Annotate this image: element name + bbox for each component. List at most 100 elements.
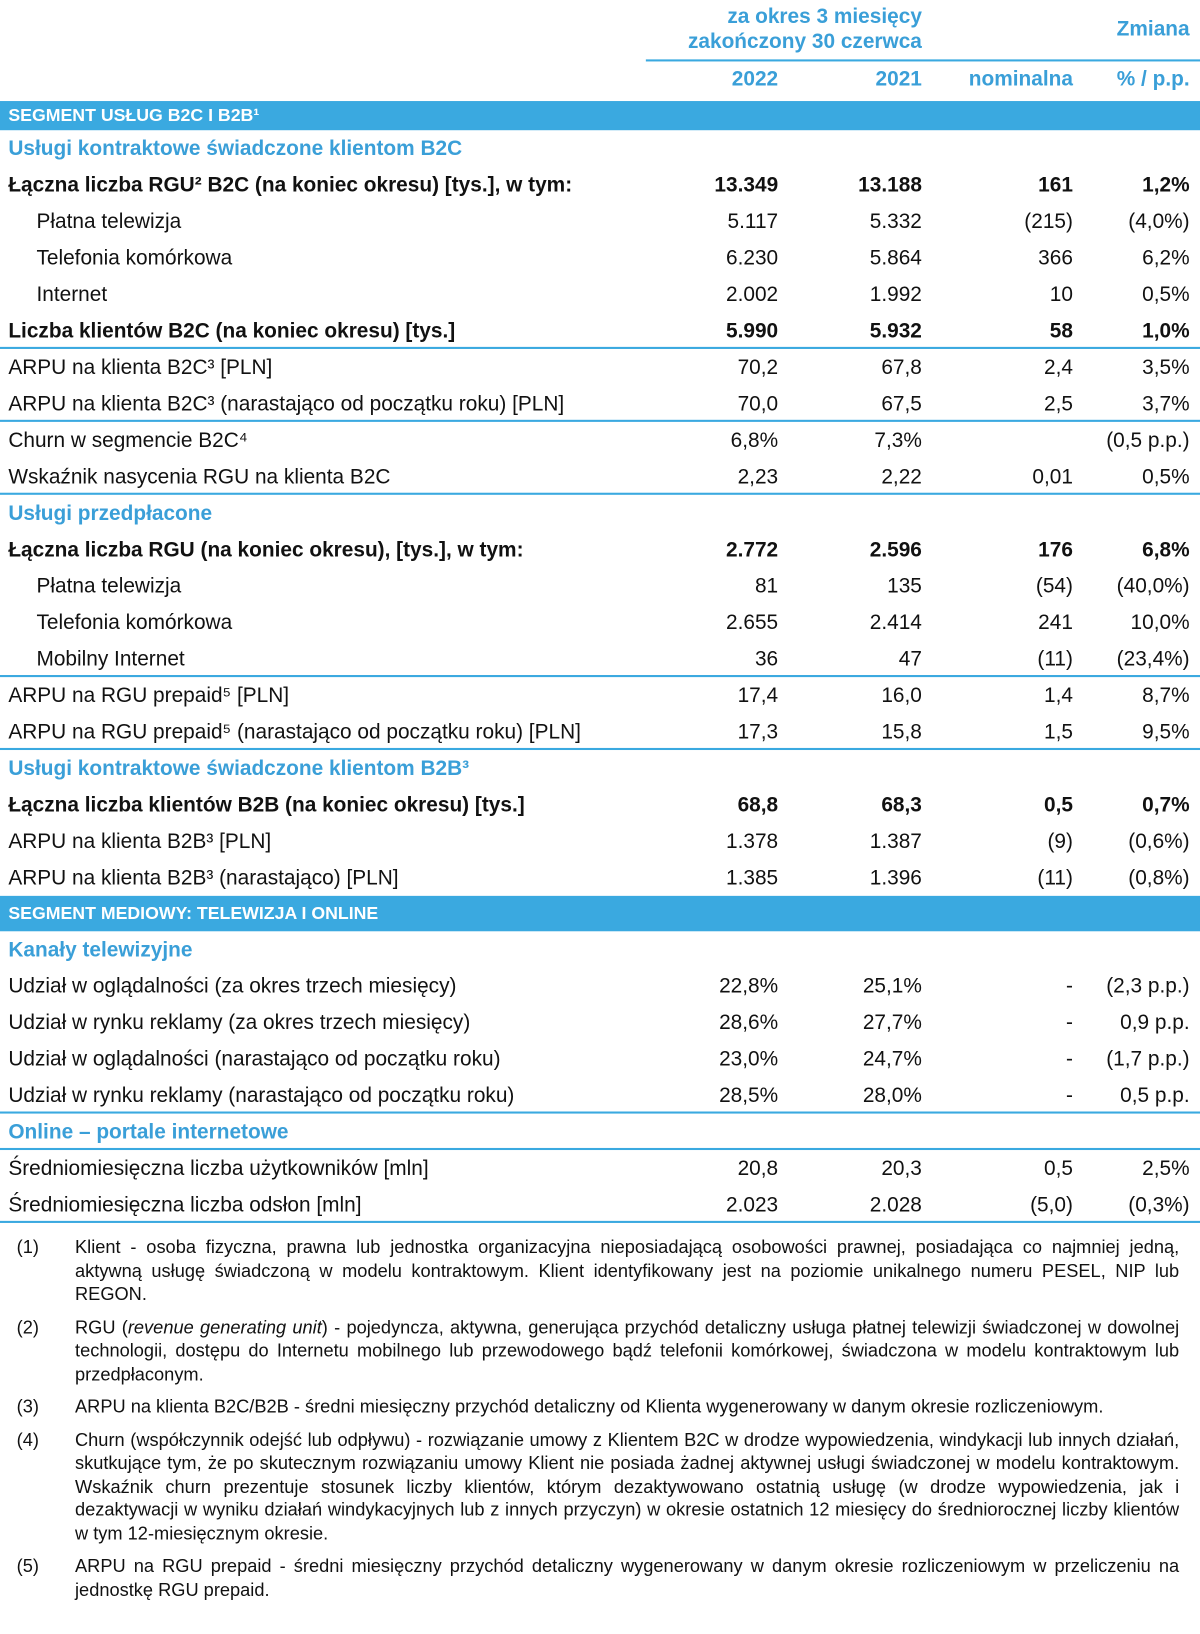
value-2022: 28,6% xyxy=(719,1011,779,1035)
section-band: SEGMENT USŁUG B2C I B2B¹ xyxy=(0,101,1200,131)
row-label: Churn w segmencie B2C⁴ xyxy=(8,429,248,453)
row-label: ARPU na klienta B2B³ (narastająco) [PLN] xyxy=(8,866,399,890)
value-2021: 16,0 xyxy=(881,684,922,708)
footnote-number: (3) xyxy=(16,1395,39,1417)
subsection-title: Kanały telewizyjne xyxy=(8,938,193,962)
footnote: (5) ARPU na RGU prepaid - średni miesięcz… xyxy=(0,1554,1200,1601)
value-2021: 24,7% xyxy=(862,1047,922,1071)
value-2021: 27,7% xyxy=(862,1011,922,1035)
value-2022: 2.772 xyxy=(725,538,779,562)
row-label: Udział w rynku reklamy (narastająco od p… xyxy=(8,1084,515,1108)
change-nominal: - xyxy=(1066,975,1073,998)
footnote-number: (1) xyxy=(16,1236,39,1258)
change-nominal: 1,4 xyxy=(1043,684,1073,708)
change-nominal: 0,01 xyxy=(1032,465,1073,489)
period-line-2: zakończony 30 czerwca xyxy=(687,30,922,54)
change-nominal: 176 xyxy=(1038,538,1073,562)
change-nominal: 161 xyxy=(1038,173,1073,197)
col-2021-header: 2021 xyxy=(875,67,922,91)
row-label: Średniomiesięczna liczba użytkowników [m… xyxy=(8,1157,429,1181)
row-label: ARPU na RGU prepaid⁵ [PLN] xyxy=(8,684,290,708)
footnote-number: (5) xyxy=(16,1555,39,1577)
change-pct: (0,5 p.p.) xyxy=(1106,429,1190,453)
value-2022: 2.023 xyxy=(725,1193,779,1217)
row-label: Łączna liczba klientów B2B (na koniec ok… xyxy=(8,793,525,817)
value-2022: 17,3 xyxy=(737,720,779,744)
table-row: Łączna liczba klientów B2B (na koniec ok… xyxy=(0,786,1200,822)
table-row: Udział w oglądalności (narastająco od po… xyxy=(0,1041,1200,1077)
change-pct: 3,5% xyxy=(1142,356,1190,380)
section-band: SEGMENT MEDIOWY: TELEWIZJA I ONLINE xyxy=(0,895,1200,932)
row-label: Telefonia komórkowa xyxy=(36,611,233,635)
row-label: Łączna liczba RGU² B2C (na koniec okresu… xyxy=(8,173,573,197)
value-2022: 2.655 xyxy=(725,611,779,635)
value-2022: 70,0 xyxy=(737,392,779,416)
value-2021: 68,3 xyxy=(881,793,922,817)
value-2021: 5.864 xyxy=(869,246,922,270)
row-label: ARPU na klienta B2B³ [PLN] xyxy=(8,830,272,854)
change-pct: (1,7 p.p.) xyxy=(1106,1047,1190,1071)
change-pct: (0,6%) xyxy=(1128,830,1190,854)
table-row: Średniomiesięczna liczba użytkowników [m… xyxy=(0,1150,1200,1186)
value-2022: 81 xyxy=(754,575,779,598)
value-2022: 5.990 xyxy=(725,319,779,343)
row-label: Płatna telewizja xyxy=(36,210,182,234)
change-pct: 6,2% xyxy=(1142,246,1190,270)
value-2022: 17,4 xyxy=(737,684,779,708)
value-2021: 15,8 xyxy=(881,720,922,744)
change-pct: (2,3 p.p.) xyxy=(1106,975,1190,998)
subsection-title: Usługi przedpłacone xyxy=(8,502,213,526)
table-row: ARPU na RGU prepaid⁵ [PLN] 17,4 16,0 1,4 8,7… xyxy=(0,677,1200,713)
change-nominal: 0,5 xyxy=(1043,793,1073,817)
value-2022: 36 xyxy=(754,647,779,671)
row-label: Łączna liczba RGU (na koniec okresu), [t… xyxy=(8,538,524,562)
table-row: Telefonia komórkowa 2.655 2.414 241 10,0% xyxy=(0,604,1200,640)
header-divider xyxy=(645,59,1200,62)
change-pct: 9,5% xyxy=(1142,720,1190,744)
col-pct-header: % / p.p. xyxy=(1116,67,1190,91)
value-2022: 6,8% xyxy=(730,429,779,453)
value-2021: 13.188 xyxy=(858,173,922,197)
change-nominal: 2,4 xyxy=(1043,356,1073,380)
value-2022: 28,5% xyxy=(719,1084,779,1108)
table-row: Liczba klientów B2C (na koniec okresu) [… xyxy=(0,313,1200,349)
footnote-number: (2) xyxy=(16,1316,39,1338)
change-pct: (4,0%) xyxy=(1128,210,1190,234)
value-2022: 20,8 xyxy=(737,1157,779,1181)
table-row: Udział w rynku reklamy (narastająco od p… xyxy=(0,1077,1200,1114)
change-pct: 3,7% xyxy=(1142,392,1190,416)
col-nominal-header: nominalna xyxy=(968,67,1073,91)
table-row: ARPU na klienta B2C³ (narastająco od poc… xyxy=(0,385,1200,422)
subsection-heading-row: Kanały telewizyjne xyxy=(0,931,1200,967)
row-label: Telefonia komórkowa xyxy=(36,246,233,270)
row-label: Udział w rynku reklamy (za okres trzech … xyxy=(8,1011,471,1035)
value-2022: 68,8 xyxy=(737,793,779,817)
subsection-heading-row: Usługi przedpłacone xyxy=(0,495,1200,531)
change-nominal: - xyxy=(1066,1011,1073,1035)
value-2021: 47 xyxy=(898,647,922,671)
subsection-title: Online – portale internetowe xyxy=(8,1120,289,1144)
row-label: Udział w oglądalności (za okres trzech m… xyxy=(8,975,457,998)
value-2022: 70,2 xyxy=(737,356,779,380)
row-label: Wskaźnik nasycenia RGU na klienta B2C xyxy=(8,465,391,489)
subsection-heading-row: Usługi kontraktowe świadczone klientom B… xyxy=(0,130,1200,166)
change-pct: 8,7% xyxy=(1142,684,1190,708)
table-row: Płatna telewizja 5.117 5.332 (215) (4,0%) xyxy=(0,203,1200,239)
value-2022: 2,23 xyxy=(737,465,779,489)
change-nominal: (5,0) xyxy=(1030,1193,1073,1217)
period-heading: za okres 3 miesięcy zakończony 30 czerwc… xyxy=(688,4,922,54)
value-2022: 23,0% xyxy=(719,1047,779,1071)
value-2021: 67,8 xyxy=(881,356,922,380)
row-label: ARPU na klienta B2C³ [PLN] xyxy=(8,356,273,380)
table-row: Udział w oglądalności (za okres trzech m… xyxy=(0,968,1200,1004)
change-nominal: - xyxy=(1066,1047,1073,1071)
footnote: (2) RGU (revenue generating unit) - pojed… xyxy=(0,1315,1200,1385)
footnote-text: ARPU na klienta B2C/B2B - średni miesięc… xyxy=(75,1395,1104,1417)
table-row: Udział w rynku reklamy (za okres trzech … xyxy=(0,1004,1200,1040)
change-nominal: - xyxy=(1066,1084,1073,1108)
subsection-title: Usługi kontraktowe świadczone klientom B… xyxy=(8,137,463,161)
value-2021: 5.932 xyxy=(869,319,922,343)
table-row: Churn w segmencie B2C⁴ 6,8% 7,3% (0,5 p.p.) xyxy=(0,422,1200,458)
row-label: Udział w oglądalności (narastająco od po… xyxy=(8,1047,501,1071)
change-pct: 1,0% xyxy=(1142,319,1190,343)
